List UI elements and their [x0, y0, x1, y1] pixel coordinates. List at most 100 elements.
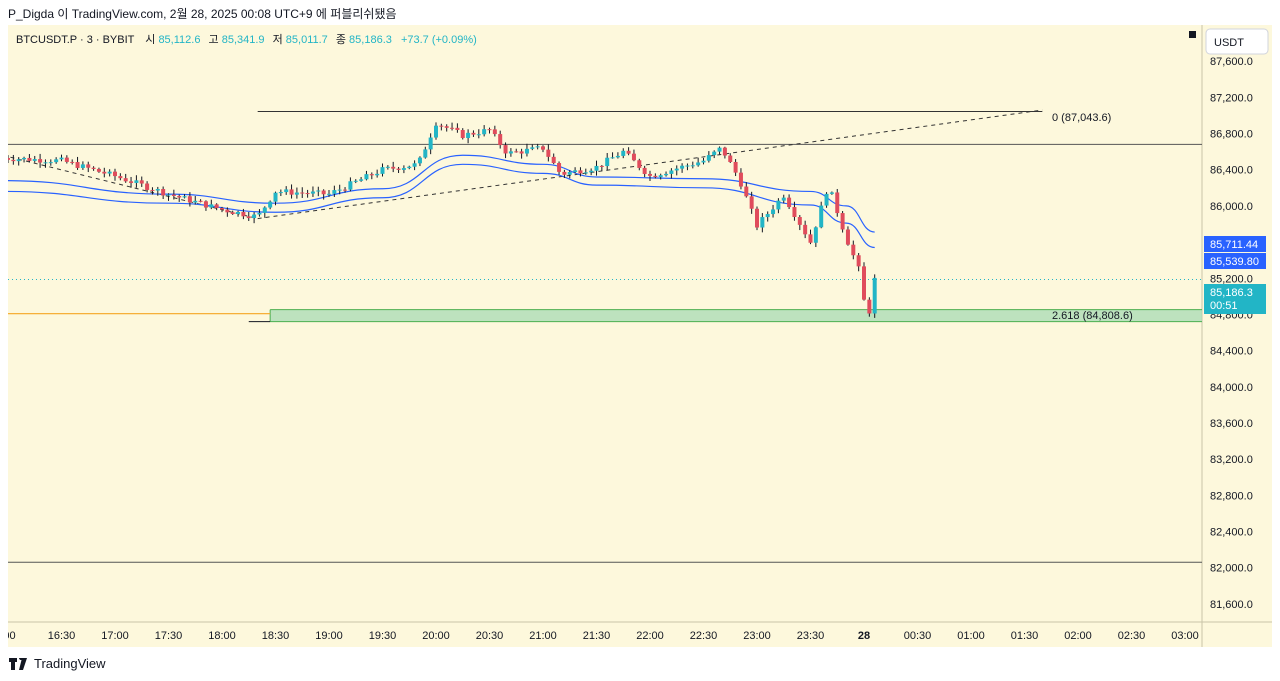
- price-tick: 87,200.0: [1210, 92, 1253, 104]
- candle-up: [310, 191, 315, 194]
- legend-high: 85,341.9: [222, 34, 265, 46]
- fib-ext-label: 2.618 (84,808.6): [1052, 310, 1133, 322]
- candle-up: [765, 214, 770, 218]
- legend: BTCUSDT.P · 3 · BYBIT 시 85,112.6 고 85,34…: [16, 33, 477, 46]
- candle-up: [573, 170, 578, 173]
- candle-up: [476, 134, 481, 136]
- candle-down: [171, 194, 176, 196]
- candle-up: [327, 193, 331, 195]
- legend-change: +73.7 (+0.09%): [401, 34, 477, 46]
- candle-down: [70, 161, 75, 163]
- candle-down: [599, 165, 604, 167]
- candle-up: [22, 157, 27, 160]
- candle-up: [524, 148, 529, 154]
- badge-price: [1204, 284, 1266, 314]
- candle-up: [182, 196, 187, 198]
- candle-up: [316, 190, 321, 192]
- badge-upper-text: 85,711.44: [1210, 239, 1258, 251]
- candle-up: [605, 157, 610, 167]
- candle-up: [819, 205, 824, 228]
- time-tick-labels: :00 16:30 17:00 17:30 18:00 18:30 19:00 19:30 20…: [0, 630, 1198, 642]
- candle-up: [134, 180, 139, 183]
- candle-down: [444, 126, 449, 128]
- badge-price-text: 85,186.3: [1210, 287, 1253, 299]
- candle-down: [214, 204, 219, 209]
- candle-up: [776, 200, 781, 210]
- candle-up: [685, 165, 690, 167]
- candle-up: [872, 277, 877, 314]
- price-tick: 84,400.0: [1210, 346, 1253, 358]
- candle-up: [434, 125, 438, 138]
- time-tick: 21:00: [529, 630, 557, 642]
- candle-down: [64, 157, 69, 162]
- time-tick: 23:00: [743, 630, 771, 642]
- candle-down: [578, 170, 583, 174]
- candle-down: [27, 157, 32, 161]
- price-tick: 86,400.0: [1210, 165, 1253, 177]
- candle-down: [225, 209, 230, 213]
- candle-up: [706, 155, 711, 161]
- candle-down: [123, 178, 128, 182]
- price-tick: 82,400.0: [1210, 527, 1253, 539]
- candle-down: [840, 213, 845, 230]
- legend-close: 85,186.3: [349, 34, 392, 46]
- candle-down: [856, 255, 861, 267]
- candle-down: [220, 208, 224, 210]
- candle-down: [749, 196, 754, 209]
- badge-lower: [1204, 253, 1266, 269]
- time-tick: 02:30: [1118, 630, 1146, 642]
- candle-down: [198, 200, 203, 202]
- candle-down: [139, 180, 144, 184]
- candle-down: [797, 217, 802, 225]
- candle-up: [589, 170, 594, 173]
- candle-down: [161, 189, 166, 196]
- candle-up: [615, 155, 620, 158]
- currency-button[interactable]: USDT: [1205, 28, 1269, 55]
- candle-up: [364, 174, 369, 180]
- time-tick: 19:30: [369, 630, 397, 642]
- candle-down: [455, 127, 460, 130]
- candle-down: [391, 166, 396, 169]
- badge-timer-text: 00:51: [1210, 300, 1238, 312]
- chart-svg[interactable]: 87,600.0 87,200.0 86,800.0 86,400.0 86,000.0…: [0, 25, 1272, 647]
- price-tick: 82,800.0: [1210, 490, 1253, 502]
- candle-down: [626, 150, 631, 154]
- candle-down: [787, 197, 792, 208]
- candle-up: [59, 157, 64, 160]
- candle-down: [187, 196, 192, 203]
- chart-frame[interactable]: 87,600.0 87,200.0 86,800.0 86,400.0 86,000.0…: [0, 25, 1272, 647]
- candle-down: [503, 145, 508, 154]
- tradingview-logo[interactable]: TradingView: [9, 656, 106, 671]
- candle-up: [690, 165, 695, 167]
- time-tick: 17:00: [101, 630, 129, 642]
- candle-down: [803, 224, 808, 235]
- candle-down: [102, 171, 107, 174]
- time-tick: 18:30: [262, 630, 290, 642]
- price-tick: 83,200.0: [1210, 454, 1253, 466]
- candle-up: [824, 193, 829, 206]
- candle-down: [845, 229, 850, 245]
- candle-down: [728, 155, 733, 162]
- candle-down: [343, 189, 348, 191]
- candle-down: [653, 175, 658, 178]
- time-tick: :00: [8, 630, 16, 642]
- currency-button-box[interactable]: [1205, 28, 1269, 55]
- candle-down: [460, 129, 465, 138]
- candle-down: [246, 216, 251, 219]
- candle-down: [129, 181, 134, 183]
- candle-up: [359, 179, 364, 181]
- candle-up: [482, 129, 487, 135]
- candle-down: [230, 212, 235, 214]
- legend-open-label: 시: [145, 34, 155, 46]
- price-tick: 82,000.0: [1210, 563, 1253, 575]
- candle-up: [380, 167, 385, 174]
- candle-down: [642, 167, 647, 174]
- legend-open: 85,112.6: [158, 34, 200, 46]
- ohlc-legend: BTCUSDT.P · 3 · BYBIT 시 85,112.6 고 85,34…: [16, 33, 477, 46]
- time-tick: 01:00: [957, 630, 985, 642]
- candle-up: [417, 157, 422, 164]
- candle-up: [760, 217, 765, 228]
- square-icon[interactable]: [1189, 31, 1196, 38]
- candle-down: [519, 151, 524, 154]
- candle-up: [385, 166, 390, 168]
